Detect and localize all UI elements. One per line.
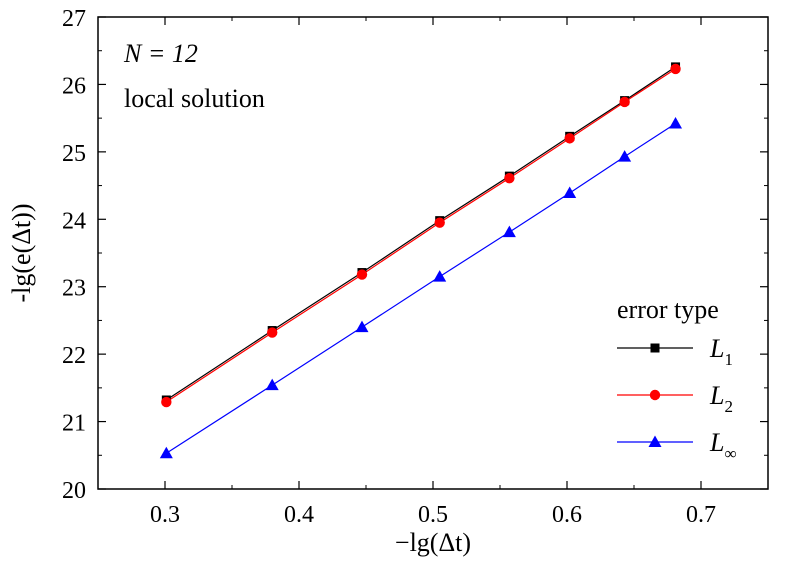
y-tick-label: 22	[62, 343, 86, 369]
data-point-circle	[356, 269, 368, 280]
data-point-circle	[564, 133, 575, 144]
y-tick-label: 21	[62, 411, 86, 437]
x-tick-label: 0.7	[686, 502, 716, 528]
legend-label: L2	[709, 381, 733, 416]
data-point-triangle	[355, 320, 369, 333]
y-tick-label: 26	[62, 73, 86, 99]
annotation-n: N = 12	[123, 39, 198, 68]
ticks: 0.3 0.4 0.5 0.6 0.7 20 21 22 23 24 25 26 27	[62, 6, 769, 528]
series-line-triangle	[166, 123, 676, 454]
y-axis-title: -lg(e(Δt))	[7, 204, 36, 303]
legend: error type L1 L2 L∞	[617, 295, 737, 463]
series-markers	[159, 62, 683, 459]
data-point-circle	[161, 396, 172, 408]
series-lines	[166, 66, 676, 454]
data-point-triangle	[433, 270, 447, 282]
legend-marker	[649, 389, 661, 401]
y-tick-label: 20	[62, 478, 86, 504]
y-tick-label: 25	[62, 141, 86, 167]
x-axis-title: −lg(Δt)	[395, 528, 471, 557]
legend-marker	[650, 343, 660, 353]
legend-title: error type	[617, 295, 719, 324]
data-point-triangle	[618, 150, 632, 162]
data-point-triangle	[502, 225, 516, 238]
series-line-square	[166, 66, 676, 401]
data-point-circle	[434, 217, 445, 228]
data-point-triangle	[159, 446, 173, 459]
series-line-circle	[166, 68, 676, 403]
legend-label: L1	[709, 334, 733, 369]
annotation-n-text: N = 12	[123, 39, 198, 68]
legend-marker	[648, 435, 662, 447]
x-tick-label: 0.3	[150, 502, 180, 528]
x-tick-label: 0.5	[418, 502, 448, 528]
y-tick-label: 27	[62, 6, 86, 32]
data-point-triangle	[669, 117, 683, 129]
annotation-local-solution: local solution	[124, 84, 265, 113]
data-point-circle	[619, 96, 630, 108]
y-tick-label: 24	[62, 208, 86, 234]
x-tick-label: 0.6	[552, 502, 582, 528]
x-tick-label: 0.4	[284, 502, 314, 528]
data-point-circle	[267, 327, 278, 338]
legend-label: L∞	[709, 428, 737, 463]
data-point-circle	[670, 63, 681, 75]
data-point-circle	[504, 172, 515, 184]
data-point-triangle	[265, 378, 279, 391]
data-point-triangle	[563, 186, 577, 198]
y-tick-label: 23	[62, 276, 86, 302]
